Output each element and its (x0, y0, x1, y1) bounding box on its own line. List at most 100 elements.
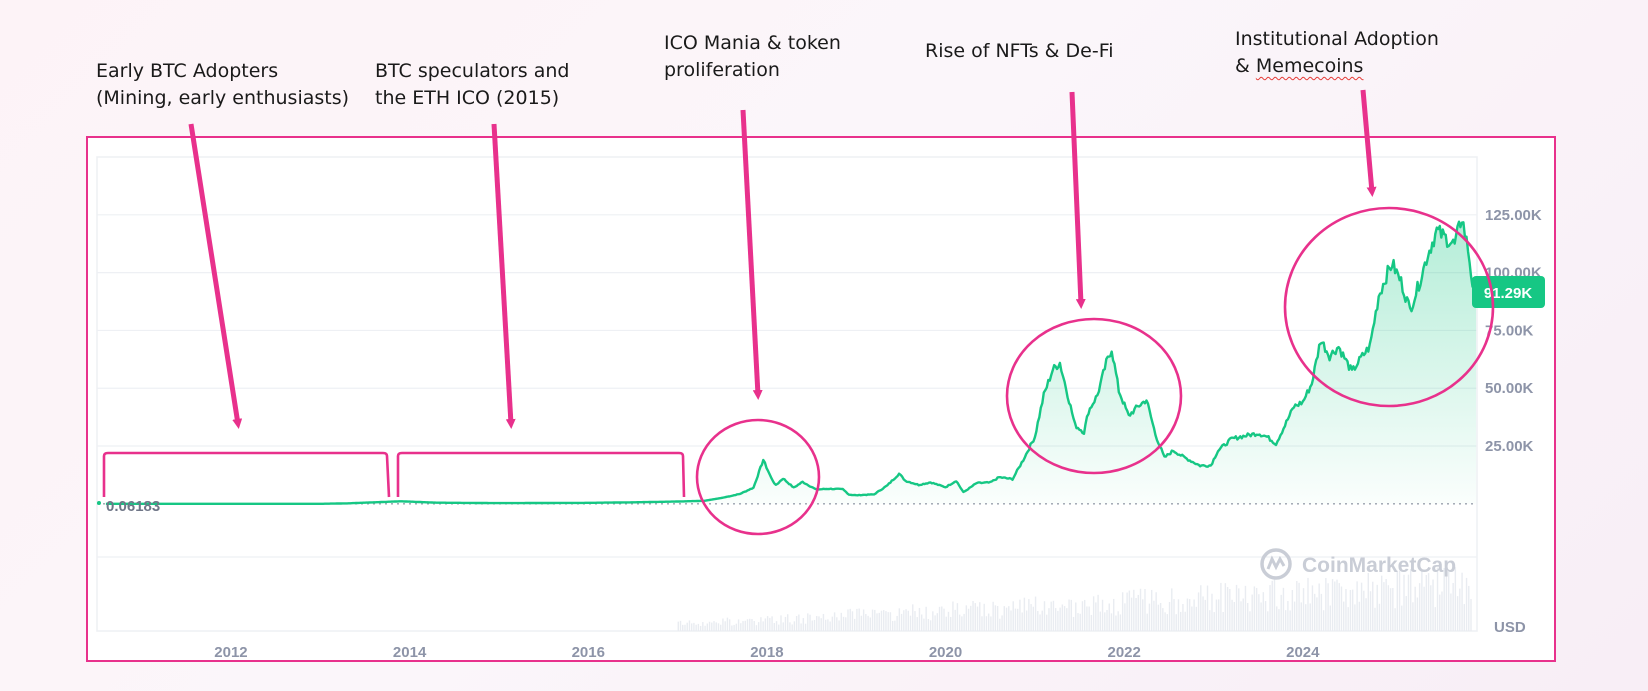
volume-bar (1347, 607, 1349, 631)
volume-bar (1215, 599, 1218, 631)
volume-bar (1175, 614, 1177, 631)
volume-bar (742, 621, 744, 631)
volume-bar (916, 617, 918, 631)
volume-bar (1139, 588, 1142, 631)
volume-bar (909, 615, 912, 631)
volume-bar (1072, 616, 1075, 631)
volume-bar (677, 621, 679, 631)
volume-bar (1150, 589, 1153, 631)
volume-bar (798, 614, 800, 631)
volume-bar (856, 608, 858, 631)
volume-bar (688, 620, 691, 631)
volume-bar (1289, 610, 1291, 631)
volume-bar (1414, 586, 1416, 631)
volume-bar (1023, 597, 1026, 631)
volume-bar (679, 620, 682, 631)
volume-bar (1240, 601, 1242, 631)
volume-bar (1273, 578, 1276, 631)
volume-bar (858, 608, 860, 631)
x-tick-label: 2018 (750, 644, 783, 661)
volume-bar (1059, 607, 1061, 631)
volume-bar (1066, 608, 1068, 631)
volume-bar (1193, 599, 1195, 631)
volume-bar (1021, 612, 1023, 631)
volume-bar (903, 610, 905, 631)
volume-bar (1320, 593, 1323, 631)
volume-bar (1284, 610, 1287, 631)
volume-bar (755, 625, 758, 631)
volume-bar (885, 611, 887, 631)
volume-bar (954, 609, 956, 631)
volume-bar (1249, 611, 1251, 631)
volume-bar (791, 624, 793, 631)
volume-bar (1171, 588, 1173, 631)
volume-bar (1396, 570, 1399, 631)
volume-bar (1454, 567, 1457, 631)
volume-bar (1242, 598, 1244, 631)
volume-bar (1222, 611, 1224, 631)
volume-bar (1063, 606, 1066, 631)
volume-bar (1182, 603, 1184, 631)
volume-bar (1369, 591, 1372, 631)
annotation-line: BTC speculators and (375, 60, 570, 82)
volume-bar (1128, 590, 1131, 631)
volume-bar (849, 608, 851, 631)
volume-bar (1017, 608, 1019, 631)
volume-bar (720, 624, 722, 631)
volume-bar (766, 616, 769, 631)
volume-bar (952, 601, 954, 631)
x-tick-label: 2012 (214, 644, 247, 661)
volume-bar (682, 624, 684, 631)
volume-bar (1166, 614, 1169, 631)
arrow-speculators (491, 123, 516, 429)
volume-bar (1048, 608, 1050, 631)
volume-bar (860, 615, 863, 631)
volume-bar (925, 606, 927, 631)
volume-bar (1235, 584, 1238, 631)
volume-bar (1398, 570, 1401, 631)
volume-bar (945, 616, 947, 631)
volume-bar (1050, 601, 1052, 631)
volume-bar (1054, 608, 1057, 631)
volume-bar (1211, 593, 1213, 631)
volume-bar (1052, 600, 1055, 631)
volume-bar (1081, 601, 1084, 631)
volume-bar (1039, 614, 1041, 631)
volume-bar (1436, 567, 1439, 631)
volume-bar (800, 623, 802, 631)
volume-bar (1421, 570, 1423, 631)
volume-bar (1001, 615, 1003, 631)
volume-bar (1425, 574, 1428, 631)
volume-bar (809, 614, 811, 631)
volume-bar (811, 620, 813, 631)
volume-bar (1322, 610, 1325, 631)
volume-bar (1014, 608, 1017, 631)
volume-bar (1336, 579, 1338, 631)
volume-bar (1305, 604, 1307, 631)
volume-bar (1251, 594, 1253, 631)
volume-bar (965, 605, 968, 631)
volume-bar (1088, 606, 1090, 631)
volume-bar (1124, 603, 1126, 631)
volume-bar (914, 611, 916, 631)
volume-bar (974, 603, 976, 631)
volume-bar (1126, 592, 1128, 631)
volume-bar (862, 609, 865, 631)
volume-bar (947, 611, 950, 631)
volume-bar (976, 606, 979, 631)
y-tick-label: 25.00K (1485, 438, 1534, 455)
volume-bar (985, 616, 988, 631)
volume-bar (1276, 606, 1278, 631)
volume-bar (733, 624, 735, 631)
volume-bar (887, 612, 889, 631)
volume-bar (1365, 598, 1367, 631)
volume-bar (753, 621, 755, 631)
volume-bar (1374, 607, 1376, 631)
volume-bar (970, 605, 972, 631)
volume-bar (1412, 602, 1414, 631)
volume-bar (1041, 610, 1043, 631)
volume-bar (793, 621, 796, 631)
volume-bar (1343, 601, 1345, 631)
volume-bar (1197, 592, 1200, 631)
volume-bar (787, 614, 789, 631)
